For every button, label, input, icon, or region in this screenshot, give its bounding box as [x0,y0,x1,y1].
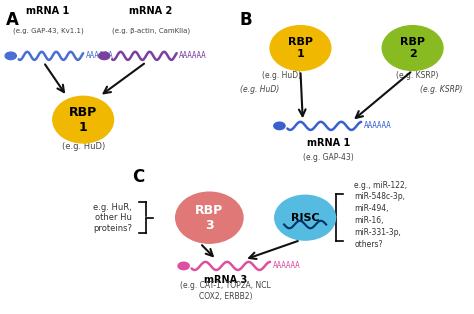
Ellipse shape [270,26,331,70]
Text: (e.g. HuD): (e.g. HuD) [240,85,280,94]
Text: (e.g. GAP-43): (e.g. GAP-43) [303,153,354,162]
Text: AAAAAA: AAAAAA [85,51,113,60]
Text: RISC: RISC [291,213,319,223]
Ellipse shape [382,26,443,70]
Text: (e.g. β-actin, CamKIIa): (e.g. β-actin, CamKIIa) [112,28,190,34]
Circle shape [178,262,189,270]
Text: RBP
1: RBP 1 [288,37,313,59]
Ellipse shape [275,195,336,240]
Text: AAAAAA: AAAAAA [273,262,300,270]
Text: mRNA 1: mRNA 1 [27,6,70,16]
Text: (e.g. HuD): (e.g. HuD) [62,142,105,151]
Text: (e.g. CAT-1, TOP2A, NCL
COX2, ERBB2): (e.g. CAT-1, TOP2A, NCL COX2, ERBB2) [180,280,271,300]
Text: A: A [6,11,19,29]
Text: mRNA 3: mRNA 3 [204,275,247,285]
Text: B: B [240,11,252,29]
Text: C: C [132,168,145,186]
Text: (e.g. KSRP): (e.g. KSRP) [419,85,462,94]
Text: e.g. HuR,
other Hu
proteins?: e.g. HuR, other Hu proteins? [93,203,132,233]
Text: (e.g. HuD): (e.g. HuD) [262,71,301,80]
Text: mRNA 1: mRNA 1 [307,138,350,148]
Text: mRNA 2: mRNA 2 [129,6,173,16]
Text: RBP
2: RBP 2 [400,37,425,59]
Text: RBP
1: RBP 1 [69,106,97,134]
Ellipse shape [53,96,114,143]
Text: AAAAAA: AAAAAA [179,51,207,60]
Text: RBP
3: RBP 3 [195,204,223,232]
Text: e.g., miR-122,
miR-548c-3p,
miR-494,
miR-16,
miR-331-3p,
others?: e.g., miR-122, miR-548c-3p, miR-494, miR… [354,181,407,249]
Circle shape [5,52,16,60]
Text: AAAAAA: AAAAAA [364,122,392,130]
Circle shape [99,52,110,60]
Text: (e.g. KSRP): (e.g. KSRP) [396,71,438,80]
Circle shape [274,122,285,130]
Text: (e.g. GAP-43, Kv1.1): (e.g. GAP-43, Kv1.1) [13,28,83,34]
Ellipse shape [176,192,243,243]
